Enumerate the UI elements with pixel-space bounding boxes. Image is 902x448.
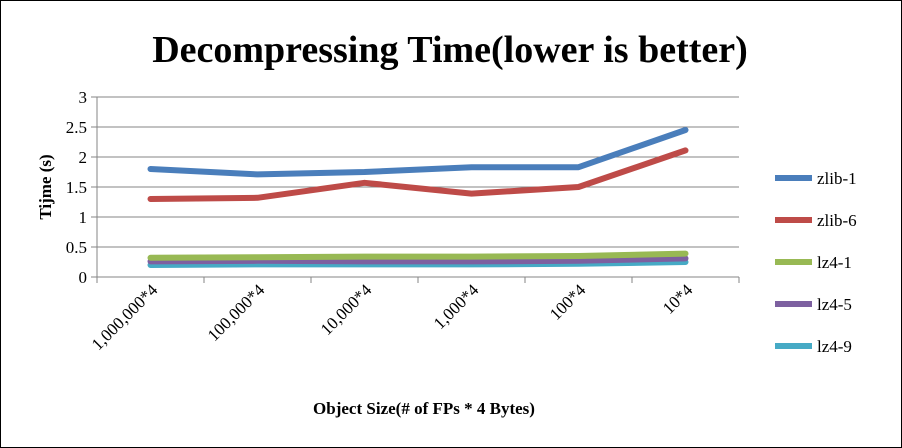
- y-tick-label: 2.5: [66, 118, 87, 137]
- legend-label: zlib-6: [817, 211, 857, 230]
- legend-label: lz4-1: [817, 253, 852, 272]
- gridlines: [91, 96, 740, 283]
- series-line-zlib-6: [147, 147, 689, 202]
- y-tick-label: 1.5: [66, 178, 87, 197]
- x-tick-label: 1,000,000*4: [88, 280, 162, 354]
- series-line-zlib-1: [147, 127, 689, 178]
- x-tick-label: 10*4: [659, 280, 697, 318]
- series-line-lz4-9: [147, 259, 689, 268]
- chart-title: Decompressing Time(lower is better): [152, 29, 748, 71]
- x-axis-label: Object Size(# of FPs * 4 Bytes): [313, 399, 535, 418]
- legend-label: lz4-9: [817, 337, 852, 356]
- y-tick-label: 0: [79, 268, 88, 287]
- legend-label: lz4-5: [817, 295, 852, 314]
- x-tick-label: 10,000*4: [317, 280, 376, 339]
- y-axis-label: Tijme (s): [36, 154, 55, 219]
- y-tick-label: 0.5: [66, 238, 87, 257]
- y-tick-label: 3: [79, 88, 88, 107]
- legend: zlib-1 zlib-6 lz4-1 lz4-5 lz4-9: [775, 169, 857, 356]
- y-axis-ticks: 0 0.5 1 1.5 2 2.5 3: [66, 88, 87, 287]
- x-tick-label: 1,000*4: [430, 280, 483, 333]
- legend-label: zlib-1: [817, 169, 857, 188]
- y-tick-label: 2: [79, 148, 88, 167]
- x-tick-label: 100*4: [546, 280, 590, 324]
- x-tick-label: 100,000*4: [204, 280, 269, 345]
- x-axis-ticks: 1,000,000*4 100,000*4 10,000*4 1,000*4 100*4…: [88, 280, 697, 354]
- series-line-lz4-5: [147, 255, 689, 265]
- y-tick-label: 1: [79, 208, 88, 227]
- series-lines: [147, 127, 689, 268]
- series-line-lz4-1: [147, 250, 689, 261]
